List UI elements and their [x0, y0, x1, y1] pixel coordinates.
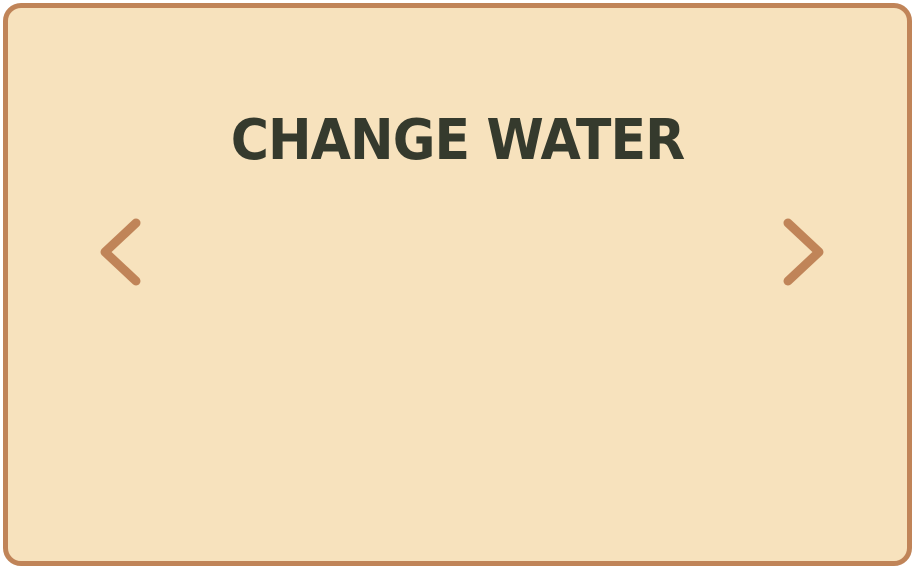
chevron-right-icon	[783, 218, 824, 286]
next-button[interactable]	[776, 213, 836, 293]
chevron-left-icon	[100, 218, 141, 286]
prev-button[interactable]	[88, 213, 148, 293]
screen-card: CHANGE WATER	[3, 3, 912, 566]
page-title: CHANGE WATER	[230, 108, 686, 173]
